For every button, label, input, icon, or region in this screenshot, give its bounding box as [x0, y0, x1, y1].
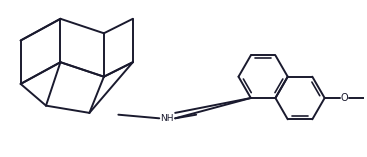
Text: O: O	[341, 93, 348, 103]
Text: NH: NH	[160, 114, 174, 123]
